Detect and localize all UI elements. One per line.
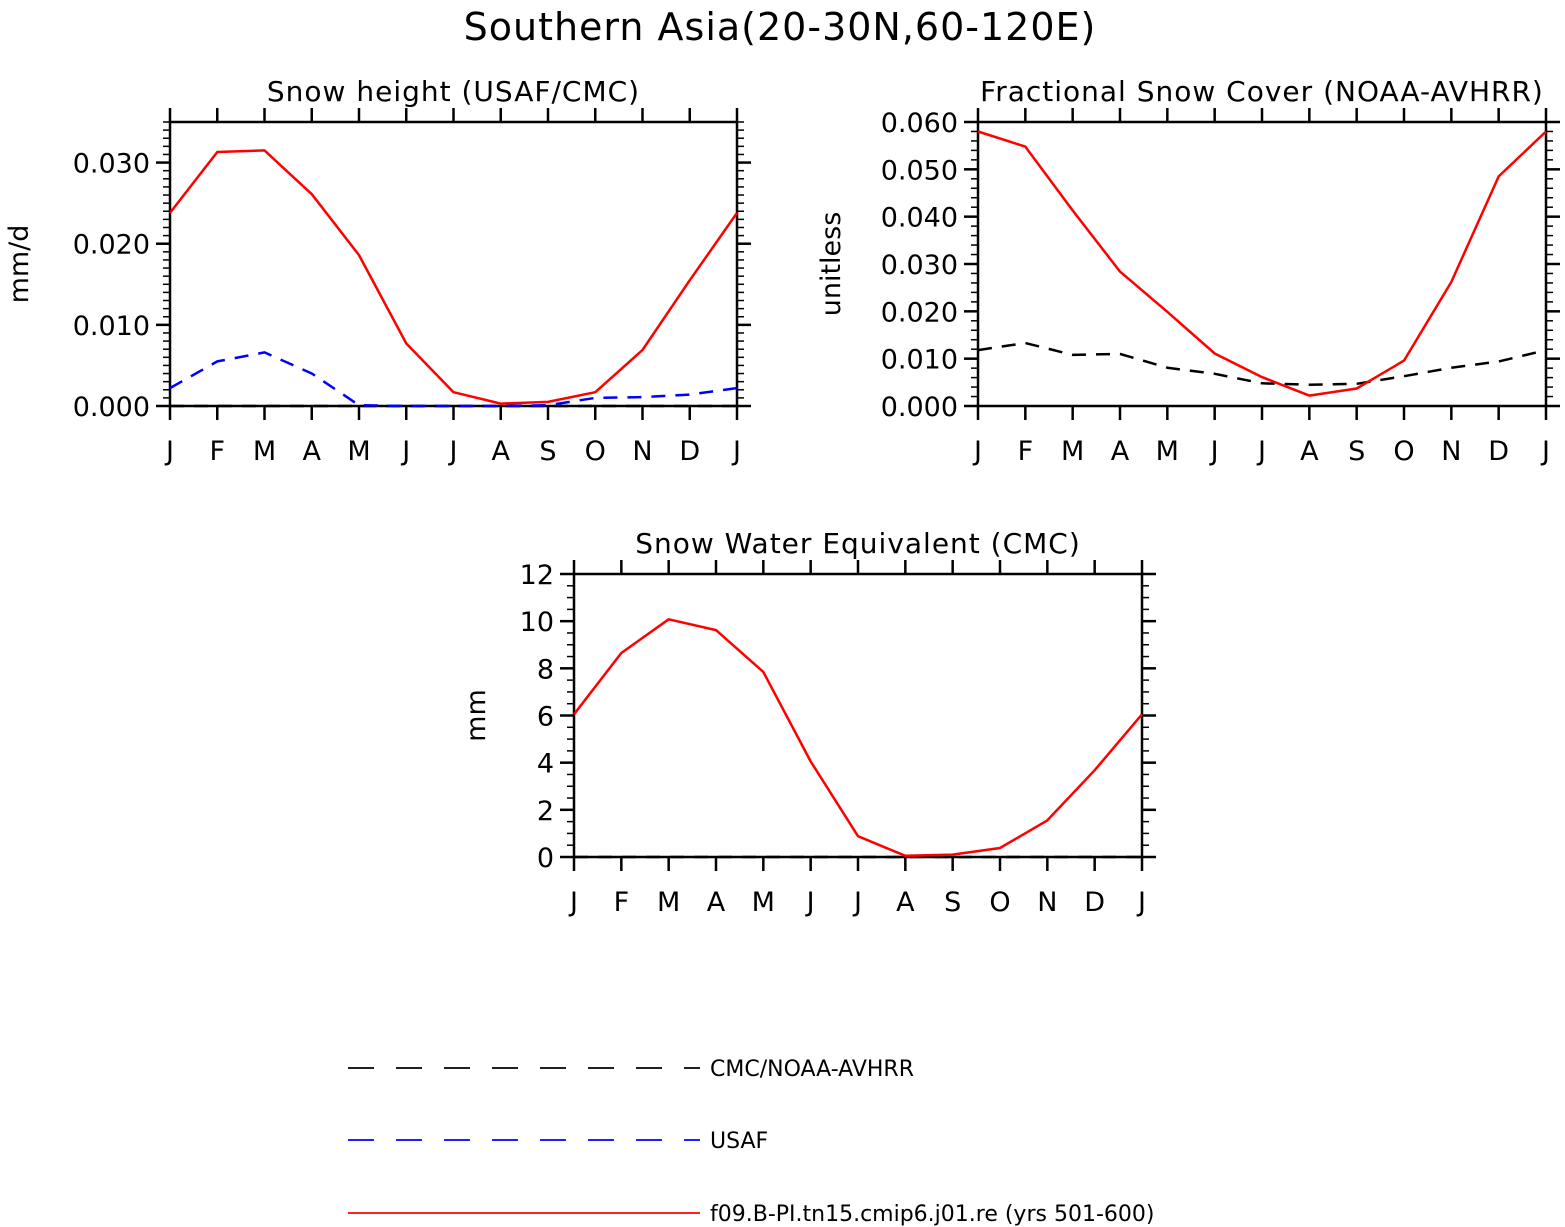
legend-label: f09.B-PI.tn15.cmip6.j01.re (yrs 501-600) <box>710 1202 1154 1227</box>
x-tick-label: D <box>679 436 700 467</box>
y-tick-label: 0.060 <box>881 108 958 139</box>
y-tick-label: 0.040 <box>881 203 958 234</box>
y-tick-label: 0.030 <box>73 149 150 180</box>
x-tick-label: N <box>1441 436 1461 467</box>
x-tick-label: J <box>400 436 410 467</box>
x-tick-label: O <box>585 436 606 467</box>
x-tick-label: F <box>614 887 630 918</box>
x-tick-label: N <box>632 436 652 467</box>
x-tick-label: S <box>944 887 961 918</box>
y-tick-label: 8 <box>537 654 554 685</box>
figure-title: Southern Asia(20-30N,60-120E) <box>464 5 1097 49</box>
x-tick-label: A <box>896 887 915 918</box>
y-tick-label: 0.020 <box>73 230 150 261</box>
y-tick-label: 0.010 <box>73 311 150 342</box>
x-tick-label: M <box>347 436 370 467</box>
y-tick-label: 0.010 <box>881 345 958 376</box>
y-tick-label: 0 <box>537 843 554 874</box>
x-tick-label: A <box>707 887 726 918</box>
x-tick-label: D <box>1084 887 1105 918</box>
y-axis-title: unitless <box>816 212 847 317</box>
series-line <box>977 341 1547 386</box>
legend-label: CMC/NOAA-AVHRR <box>710 1057 914 1082</box>
x-tick-label: J <box>1136 887 1146 918</box>
x-tick-label: F <box>209 436 225 467</box>
plot-frame <box>572 572 1144 859</box>
x-tick-label: M <box>1061 436 1084 467</box>
x-tick-label: A <box>1300 436 1319 467</box>
x-tick-label: S <box>1348 436 1365 467</box>
y-tick-label: 0.000 <box>881 392 958 423</box>
chart-panel: Fractional Snow Cover (NOAA-AVHRR) unitle… <box>816 75 1560 467</box>
x-tick-label: S <box>539 436 556 467</box>
x-tick-label: M <box>752 887 775 918</box>
x-tick-label: J <box>1540 436 1550 467</box>
panel-title: Snow height (USAF/CMC) <box>267 75 640 108</box>
panel-title: Snow Water Equivalent (CMC) <box>635 527 1081 560</box>
y-tick-label: 0.020 <box>881 297 958 328</box>
y-tick-label: 0.030 <box>881 250 958 281</box>
x-tick-label: A <box>1111 436 1130 467</box>
y-tick-label: 12 <box>520 560 554 591</box>
x-tick-label: J <box>1209 436 1219 467</box>
plot-frame <box>976 120 1548 408</box>
x-tick-label: J <box>852 887 862 918</box>
x-tick-label: J <box>731 436 741 467</box>
chart-panel: Snow Water Equivalent (CMC)mmJ F M A M J J A S O N… <box>461 527 1156 918</box>
plot-frame <box>168 120 739 408</box>
x-tick-label: N <box>1037 887 1057 918</box>
series-line <box>169 149 739 405</box>
series-line <box>573 618 1143 858</box>
x-tick-label: M <box>657 887 680 918</box>
series-line <box>169 351 738 408</box>
y-axis-title: mm <box>461 689 492 742</box>
chart-panel: Snow height (USAF/CMC)mm/dJ F M A M J J A S O N D J0… <box>4 75 751 467</box>
x-tick-label: M <box>1156 436 1179 467</box>
y-tick-label: 2 <box>537 796 554 827</box>
x-tick-label: J <box>568 887 578 918</box>
x-tick-label: F <box>1018 436 1034 467</box>
x-tick-label: O <box>1393 436 1414 467</box>
x-tick-label: J <box>448 436 458 467</box>
x-tick-label: J <box>805 887 815 918</box>
y-axis-title: mm/d <box>4 225 35 304</box>
x-tick-label: A <box>303 436 322 467</box>
y-tick-label: 6 <box>537 702 554 733</box>
x-tick-label: J <box>972 436 982 467</box>
y-tick-label: 0.000 <box>73 392 150 423</box>
y-tick-label: 0.050 <box>881 155 958 186</box>
y-tick-label: 4 <box>537 749 554 780</box>
y-tick-label: 10 <box>520 607 554 638</box>
x-tick-label: O <box>989 887 1010 918</box>
series-line <box>977 130 1547 397</box>
plot-area: Snow height (USAF/CMC)mm/dJ F M A M J J A S O N D J0… <box>4 75 1560 918</box>
panel-title: Fractional Snow Cover (NOAA-AVHRR) <box>980 75 1544 108</box>
x-tick-label: J <box>164 436 174 467</box>
x-tick-label: D <box>1488 436 1509 467</box>
x-tick-label: J <box>1256 436 1266 467</box>
x-tick-label: A <box>492 436 511 467</box>
x-tick-label: M <box>253 436 276 467</box>
legend: CMC/NOAA-AVHRR USAF f09.B-PI.tn15.cmip6.j0… <box>348 1057 1154 1227</box>
legend-label: USAF <box>710 1129 768 1154</box>
